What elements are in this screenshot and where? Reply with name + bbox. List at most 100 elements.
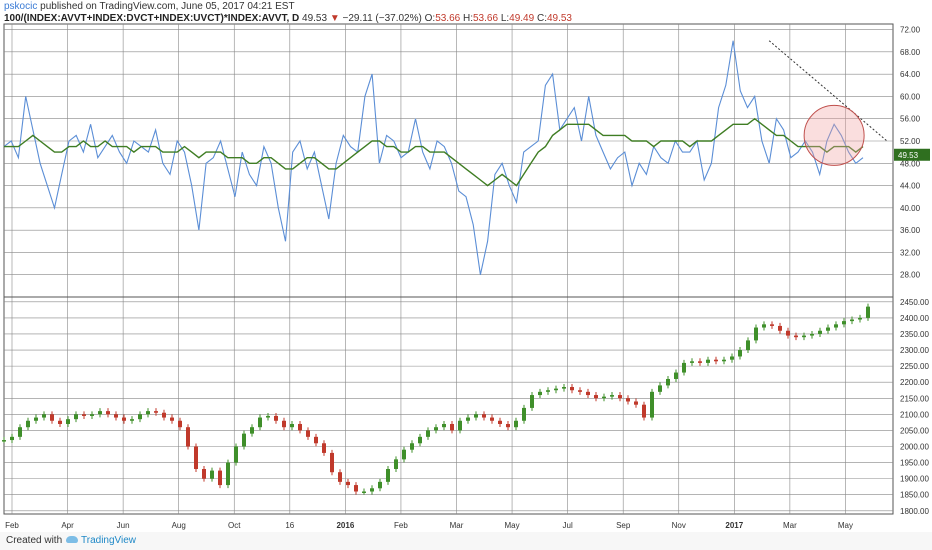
chart-canvas[interactable]: Feb Apr Jun Aug Oct 16 2016 Feb Mar May Jul Sep Nov 2… xyxy=(0,22,932,532)
candle xyxy=(570,387,574,391)
candle xyxy=(538,391,542,396)
cloud-logo-icon xyxy=(66,535,78,543)
candle xyxy=(826,327,830,331)
candle xyxy=(458,420,462,431)
author-link[interactable]: pskocic xyxy=(4,1,38,12)
created-with-label: Created with xyxy=(6,535,63,546)
candle xyxy=(794,335,798,338)
candle xyxy=(418,436,422,444)
y-tick-label-bottom: 2250.00 xyxy=(900,362,929,371)
highlight-circle xyxy=(803,104,865,166)
brand-name: TradingView xyxy=(81,535,137,546)
high-label: H: xyxy=(463,13,473,24)
candle xyxy=(506,423,510,428)
candle xyxy=(154,411,158,413)
chart-header: pskocic published on TradingView.com, Ju… xyxy=(4,1,924,25)
candle xyxy=(90,414,94,416)
candle xyxy=(10,436,14,441)
candle xyxy=(690,361,694,363)
candle xyxy=(498,420,502,424)
x-tick-label: Oct xyxy=(228,521,241,530)
x-tick-label: May xyxy=(838,521,853,530)
open-label: O: xyxy=(424,13,436,24)
candle xyxy=(306,430,310,437)
candle xyxy=(594,395,598,399)
candle xyxy=(490,417,494,421)
candle xyxy=(850,319,854,322)
y-tick-label-top: 44.00 xyxy=(900,182,921,191)
x-tick-label: 16 xyxy=(285,521,294,530)
tradingview-link[interactable]: TradingView xyxy=(66,532,136,550)
candle xyxy=(714,359,718,362)
candle xyxy=(706,359,710,363)
y-tick-label-top: 52.00 xyxy=(900,137,921,146)
candle xyxy=(170,417,174,421)
candle xyxy=(42,414,46,418)
close-value: 49.53 xyxy=(546,13,572,24)
candle xyxy=(522,407,526,421)
candle xyxy=(834,324,838,328)
change-value: −29.11 (−37.02%) xyxy=(342,13,422,24)
y-tick-label-bottom: 2150.00 xyxy=(900,394,929,403)
candle xyxy=(202,468,206,479)
x-tick-label: Jul xyxy=(563,521,573,530)
x-tick-label: Apr xyxy=(61,521,74,530)
x-tick-label: May xyxy=(505,521,520,530)
green-series-line xyxy=(4,117,864,187)
candle xyxy=(442,423,446,428)
y-tick-label-top: 48.00 xyxy=(900,159,921,168)
candle xyxy=(274,415,278,421)
candle xyxy=(298,423,302,431)
x-tick-label: Nov xyxy=(672,521,686,530)
candle xyxy=(802,335,806,338)
x-tick-label: 2016 xyxy=(336,521,354,530)
y-tick-label-bottom: 2400.00 xyxy=(900,314,929,323)
y-tick-label-bottom: 2300.00 xyxy=(900,346,929,355)
x-tick-label: Aug xyxy=(172,521,186,530)
price-tag-label: 49.53 xyxy=(898,151,919,160)
candle xyxy=(698,361,702,363)
candle xyxy=(866,306,870,318)
candle xyxy=(290,423,294,428)
candle xyxy=(146,411,150,415)
y-tick-label-top: 68.00 xyxy=(900,48,921,57)
candle xyxy=(394,459,398,469)
trendline xyxy=(768,40,888,142)
candle xyxy=(514,420,518,428)
last-value: 49.53 xyxy=(302,13,328,24)
candle xyxy=(242,433,246,447)
candle xyxy=(482,414,486,418)
candle xyxy=(746,340,750,351)
candle xyxy=(162,412,166,418)
candle xyxy=(234,446,238,463)
candle xyxy=(402,449,406,460)
footer: Created with TradingView xyxy=(0,532,932,550)
candle xyxy=(330,452,334,473)
high-value: 53.66 xyxy=(473,13,499,24)
x-tick-label: Jun xyxy=(117,521,130,530)
candle xyxy=(370,488,374,492)
symbol-name[interactable]: 100/(INDEX:AVVT+INDEX:DVCT+INDEX:UVCT)*I… xyxy=(4,13,300,24)
y-tick-label-bottom: 1950.00 xyxy=(900,459,929,468)
y-tick-label-top: 40.00 xyxy=(900,204,921,213)
candle xyxy=(762,324,766,328)
candle xyxy=(58,420,62,424)
candle xyxy=(114,414,118,418)
candle xyxy=(634,401,638,405)
candle xyxy=(338,472,342,482)
candle xyxy=(842,321,846,325)
candle xyxy=(130,419,134,421)
x-tick-label: Feb xyxy=(394,521,408,530)
candle xyxy=(562,387,566,389)
candle xyxy=(50,414,54,421)
candle xyxy=(314,436,318,444)
candle xyxy=(122,417,126,421)
candle xyxy=(106,411,110,415)
candle xyxy=(138,414,142,420)
candle xyxy=(730,356,734,360)
candle xyxy=(18,427,22,437)
candle xyxy=(82,414,86,416)
candle xyxy=(682,362,686,373)
y-tick-label-bottom: 2200.00 xyxy=(900,378,929,387)
candle xyxy=(658,385,662,392)
